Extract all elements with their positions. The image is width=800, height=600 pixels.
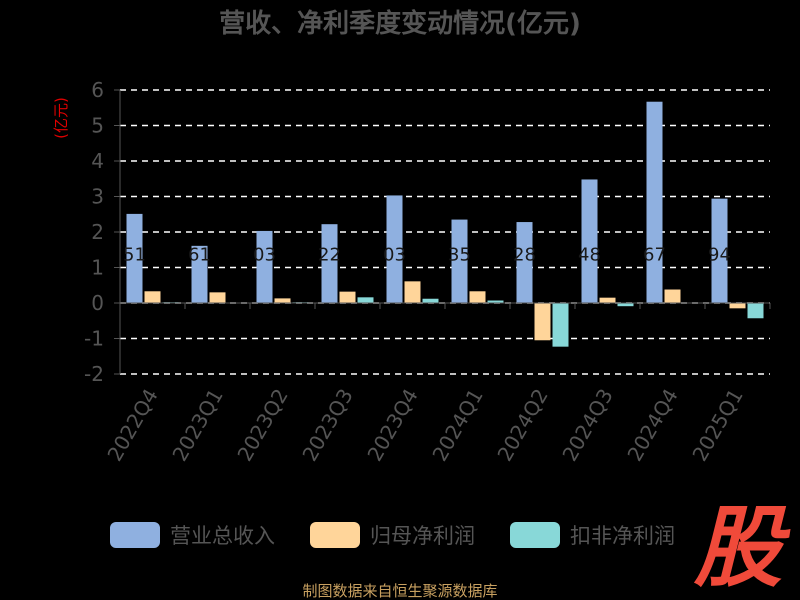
- y-tick-label: 1: [91, 256, 104, 280]
- bar: [404, 281, 421, 303]
- legend-label: 扣非净利润: [570, 524, 675, 548]
- data-label: 48: [578, 244, 601, 265]
- x-tick-label: 2023Q3: [297, 385, 357, 466]
- grid-lines: [120, 89, 770, 375]
- bar: [516, 222, 533, 303]
- data-label: 61: [188, 244, 211, 265]
- legend-label: 营业总收入: [170, 524, 275, 548]
- legend-swatch: [510, 522, 560, 548]
- x-tick-label: 2024Q3: [557, 385, 617, 466]
- x-tick-label: 2022Q4: [102, 385, 162, 466]
- bar: [469, 291, 486, 303]
- data-label: 51: [123, 244, 146, 265]
- bar: [747, 303, 764, 319]
- bar: [534, 303, 551, 341]
- y-tick-label: -2: [84, 362, 104, 386]
- legend-swatch: [110, 522, 160, 548]
- legend-swatch: [310, 522, 360, 548]
- data-label: 03: [383, 244, 406, 265]
- bar: [729, 303, 746, 309]
- data-labels: 51 61 03 22 03 35 28 48 67 94: [123, 244, 731, 265]
- y-tick-label: 4: [91, 149, 104, 173]
- bar: [386, 195, 403, 303]
- y-tick-label: 0: [91, 291, 104, 315]
- y-tick-label: 5: [91, 114, 104, 138]
- bar: [581, 179, 598, 303]
- bar: [487, 300, 504, 303]
- data-label: 67: [643, 244, 666, 265]
- legend: 营业总收入 归母净利润 扣非净利润: [110, 522, 675, 548]
- y-tick-label: -1: [84, 327, 104, 351]
- x-tick-label: 2024Q1: [427, 385, 487, 466]
- bar: [256, 230, 273, 303]
- bar: [191, 245, 208, 303]
- bar: [209, 292, 226, 303]
- bar: [274, 298, 291, 303]
- bar: [339, 291, 356, 303]
- y-tick-label: 2: [91, 220, 104, 244]
- bar: [599, 297, 616, 303]
- bar: [552, 303, 569, 347]
- bar: [321, 224, 338, 303]
- bar: [357, 297, 374, 303]
- data-label: 35: [448, 244, 471, 265]
- x-tick-label: 2024Q4: [622, 385, 682, 466]
- data-label: 94: [708, 244, 731, 265]
- legend-label: 归母净利润: [370, 524, 475, 548]
- y-axis-ticks: -2 -1 0 1 2 3 4 5 6: [84, 78, 121, 386]
- x-tick-label: 2023Q2: [232, 385, 292, 466]
- bar: [144, 291, 161, 303]
- bar: [422, 298, 439, 303]
- y-axis-unit: (亿元): [52, 97, 70, 139]
- data-label: 28: [513, 244, 536, 265]
- bar: [664, 289, 681, 303]
- bar: [451, 219, 468, 303]
- x-axis-ticks: 2022Q4 2023Q1 2023Q2 2023Q3 2023Q4 2024Q1 2024…: [102, 302, 771, 466]
- bar: [646, 101, 663, 303]
- brand-logo: 股: [693, 496, 791, 599]
- x-tick-label: 2024Q2: [492, 385, 552, 466]
- bar: [126, 213, 143, 303]
- bars: [126, 101, 764, 347]
- x-tick-label: 2025Q1: [687, 385, 747, 466]
- x-tick-label: 2023Q4: [362, 385, 422, 466]
- y-tick-label: 3: [91, 185, 104, 209]
- data-label: 03: [253, 244, 276, 265]
- source-note: 制图数据来自恒生聚源数据库: [302, 582, 497, 600]
- data-label: 22: [318, 244, 341, 265]
- bar: [711, 198, 728, 303]
- y-tick-label: 6: [91, 78, 104, 102]
- x-tick-label: 2023Q1: [167, 385, 227, 466]
- bar: [617, 303, 634, 307]
- chart-title: 营收、净利季度变动情况(亿元): [219, 8, 581, 39]
